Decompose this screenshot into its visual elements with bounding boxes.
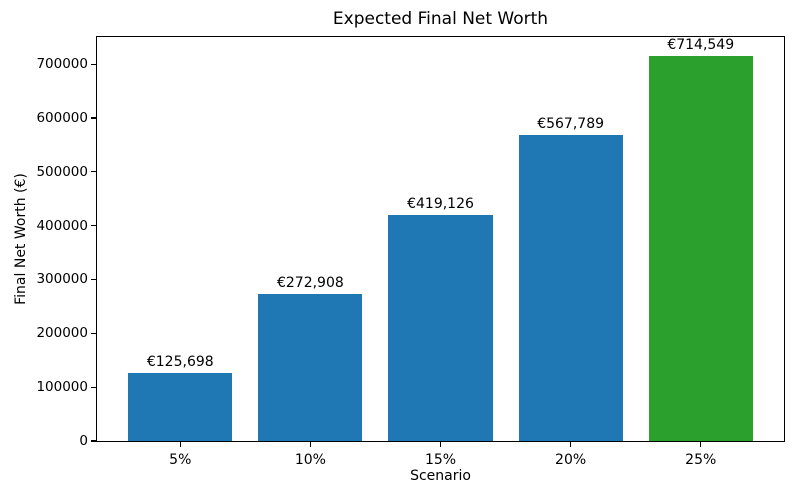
bar-value-label: €125,698 bbox=[146, 354, 214, 371]
y-tick-label: 400000 bbox=[36, 217, 88, 234]
bar bbox=[258, 294, 363, 441]
y-tick-label: 0 bbox=[79, 433, 88, 449]
bar bbox=[128, 373, 233, 441]
x-tick-label: 25% bbox=[685, 452, 717, 468]
x-tick-mark bbox=[700, 442, 702, 447]
y-tick-mark bbox=[91, 278, 96, 281]
y-tick-mark bbox=[91, 225, 96, 227]
y-tick-mark bbox=[91, 117, 96, 119]
y-tick-label: 500000 bbox=[36, 163, 88, 180]
y-tick-label: 100000 bbox=[36, 379, 88, 396]
x-tick-label: 10% bbox=[294, 452, 326, 468]
bar-value-label: €419,126 bbox=[407, 196, 474, 213]
x-tick-mark bbox=[309, 442, 311, 447]
y-tick-mark bbox=[91, 171, 96, 173]
x-tick-label: 15% bbox=[424, 452, 457, 468]
chart-title: Expected Final Net Worth bbox=[332, 9, 549, 29]
bar bbox=[388, 215, 493, 441]
plot-area: 0 100000 200000 300000 400000 500000 600000 700… bbox=[36, 36, 785, 468]
bar-value-label: €272,908 bbox=[276, 275, 344, 292]
x-tick-label: 20% bbox=[555, 452, 587, 468]
y-tick-mark bbox=[91, 440, 96, 442]
y-tick-mark bbox=[91, 63, 96, 65]
x-tick-mark bbox=[570, 442, 572, 447]
x-tick-mark bbox=[439, 442, 442, 447]
bar-value-label: €567,789 bbox=[537, 116, 605, 133]
x-axis-label: Scenario bbox=[410, 468, 471, 484]
y-tick-label: 300000 bbox=[36, 271, 88, 288]
x-tick-label: 5% bbox=[169, 452, 192, 468]
x-tick-mark bbox=[179, 442, 181, 447]
y-tick-label: 600000 bbox=[36, 109, 88, 126]
bar-value-label: €714,549 bbox=[667, 37, 735, 54]
y-tick-label: 200000 bbox=[36, 325, 88, 342]
y-tick-mark bbox=[91, 386, 96, 388]
bar bbox=[648, 56, 753, 441]
y-tick-label: 700000 bbox=[36, 56, 88, 73]
bar bbox=[518, 135, 623, 441]
y-tick-mark bbox=[91, 332, 96, 334]
y-axis-label: Final Net Worth (€) bbox=[13, 173, 29, 305]
